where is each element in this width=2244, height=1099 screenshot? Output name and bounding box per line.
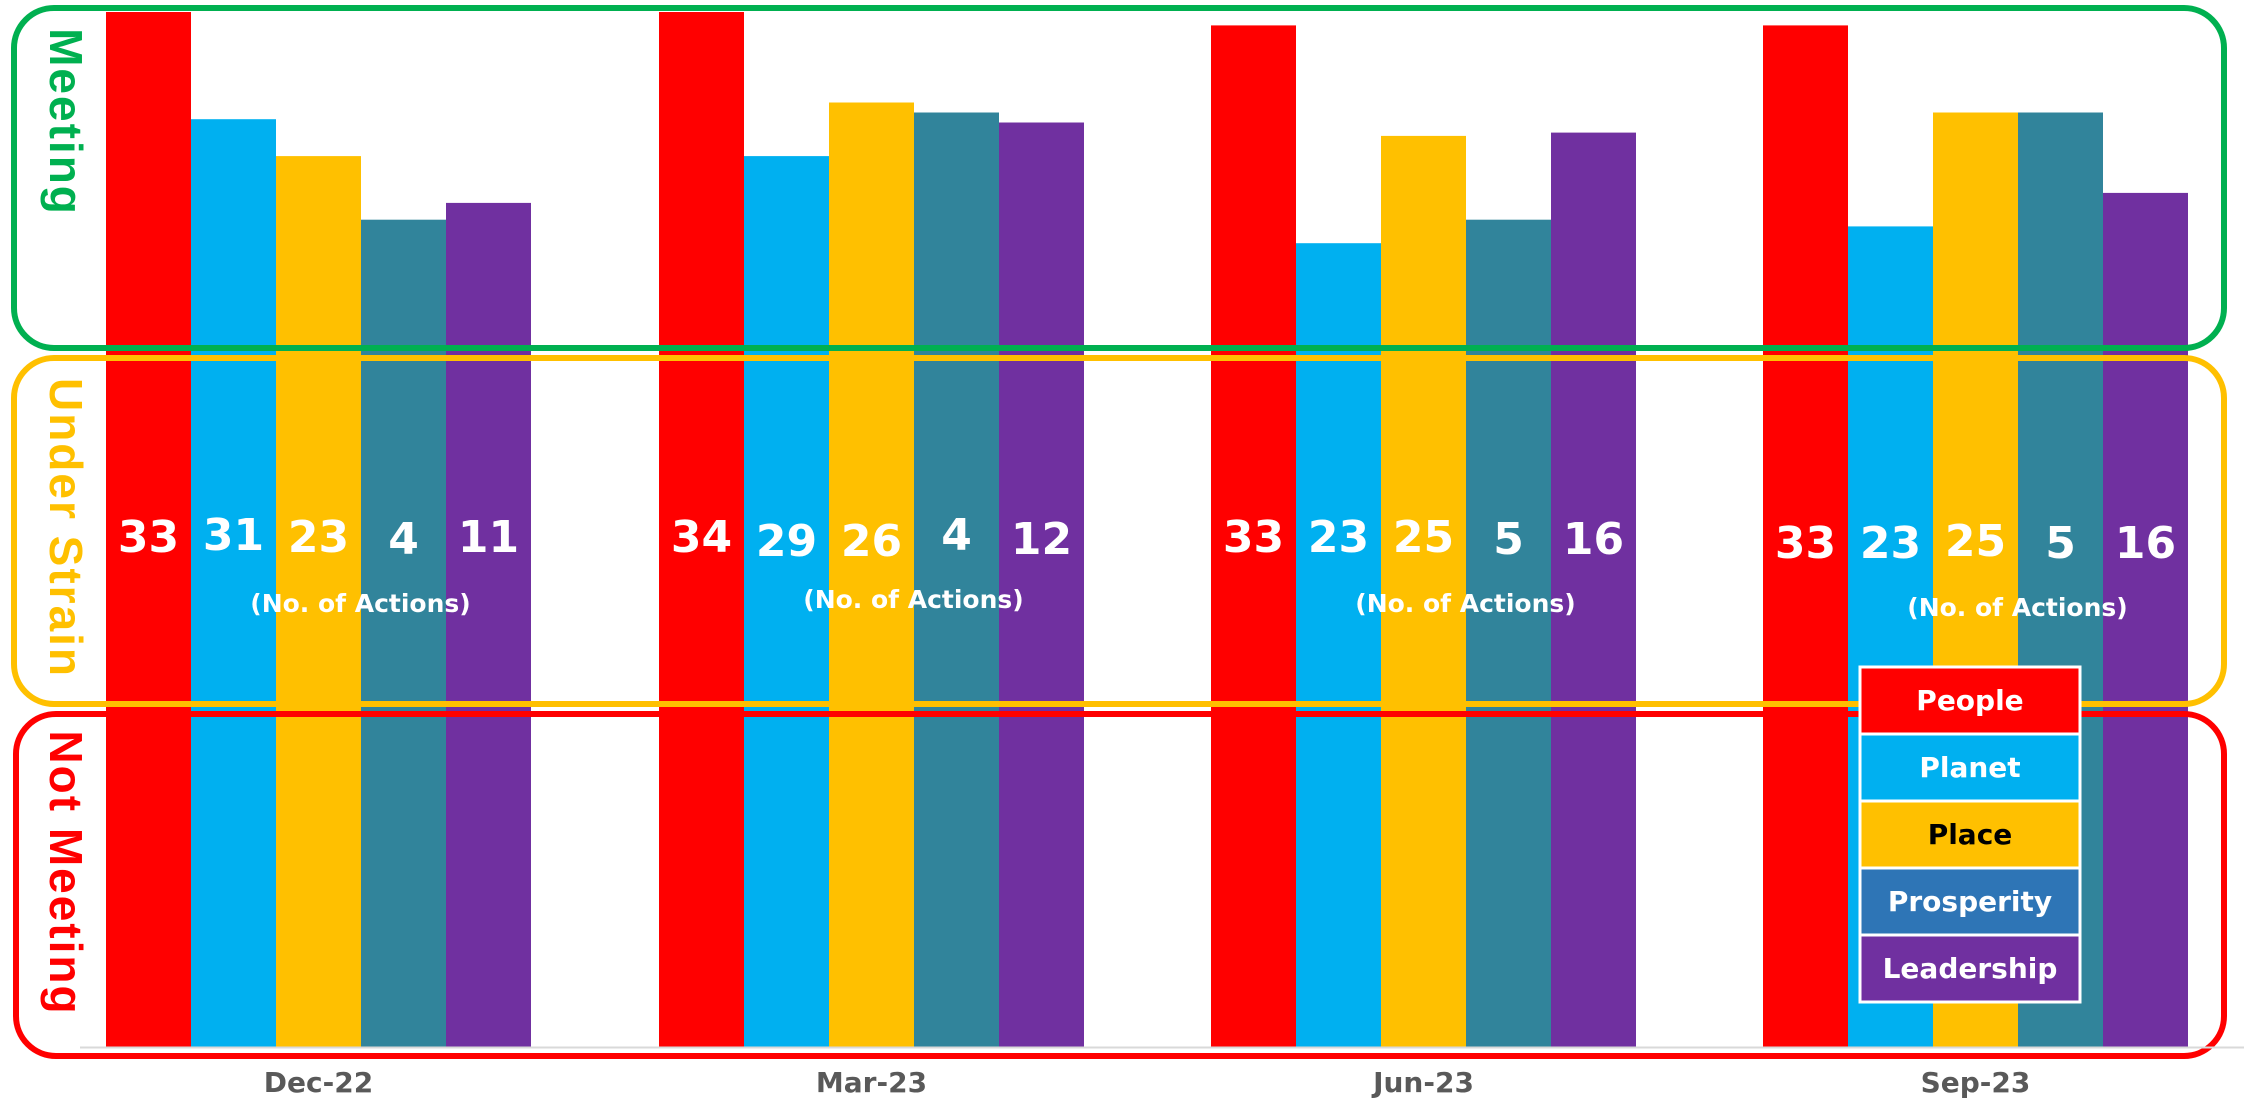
value-labels-layer: 33 31 23 4 11 (No. of Actions) 34 29 26 4 12 (No. o… bbox=[118, 510, 2176, 622]
legend-label-place: Place bbox=[1928, 818, 2013, 851]
legend-label-planet: Planet bbox=[1919, 751, 2020, 784]
band-label-not-meeting: Not Meeting bbox=[40, 730, 92, 1015]
value-label-jun-23-prosperity: 5 bbox=[1493, 514, 1524, 565]
x-tick-label-jun-23: Jun-23 bbox=[1371, 1066, 1474, 1099]
bar-dec-22-prosperity bbox=[361, 219, 446, 1047]
bar-dec-22-people bbox=[106, 12, 191, 1047]
value-label-jun-23-planet: 23 bbox=[1308, 512, 1369, 563]
bar-mar-23-planet bbox=[744, 156, 829, 1048]
legend-swatch-people bbox=[1858, 665, 2082, 736]
value-label-dec-22-people: 33 bbox=[118, 512, 179, 563]
x-tick-label-dec-22: Dec-22 bbox=[264, 1066, 373, 1099]
value-label-sep-23-planet: 23 bbox=[1860, 518, 1921, 569]
bar-jun-23-place bbox=[1381, 135, 1466, 1047]
unit-label-sep-23: (No. of Actions) bbox=[1907, 593, 2127, 622]
bar-dec-22-place bbox=[276, 156, 361, 1048]
bar-mar-23-prosperity bbox=[914, 112, 999, 1047]
bar-mar-23-people bbox=[659, 12, 744, 1047]
value-label-sep-23-people: 33 bbox=[1775, 518, 1836, 569]
unit-label-mar-23: (No. of Actions) bbox=[803, 585, 1023, 614]
value-label-mar-23-prosperity: 4 bbox=[941, 510, 972, 561]
bar-sep-23-people bbox=[1763, 25, 1848, 1047]
unit-label-dec-22: (No. of Actions) bbox=[250, 589, 470, 618]
value-label-dec-22-planet: 31 bbox=[203, 510, 264, 561]
value-label-jun-23-leadership: 16 bbox=[1563, 514, 1624, 565]
legend-label-leadership: Leadership bbox=[1883, 952, 2058, 985]
bar-dec-22-planet bbox=[191, 119, 276, 1047]
legend-label-prosperity: Prosperity bbox=[1888, 885, 2052, 918]
x-tick-label-sep-23: Sep-23 bbox=[1921, 1066, 2031, 1099]
value-label-mar-23-place: 26 bbox=[841, 516, 902, 567]
value-label-dec-22-place: 23 bbox=[288, 512, 349, 563]
value-label-mar-23-people: 34 bbox=[671, 512, 732, 563]
bar-mar-23-place bbox=[829, 102, 914, 1047]
value-label-jun-23-people: 33 bbox=[1223, 512, 1284, 563]
value-label-mar-23-planet: 29 bbox=[756, 516, 817, 567]
legend: People Planet Place Prosperity Leadership bbox=[1858, 665, 2082, 1004]
band-label-under-strain: Under Strain bbox=[40, 378, 92, 678]
status-bands-layer: Meeting Under Strain Not Meeting bbox=[11, 5, 2227, 1059]
band-label-meeting: Meeting bbox=[40, 28, 92, 216]
value-label-sep-23-prosperity: 5 bbox=[2045, 518, 2076, 569]
x-tick-label-mar-23: Mar-23 bbox=[816, 1066, 927, 1099]
bar-jun-23-leadership bbox=[1551, 132, 1636, 1048]
legend-swatch-planet bbox=[1858, 732, 2082, 803]
value-label-sep-23-place: 25 bbox=[1945, 516, 2006, 567]
x-axis: Dec-22 Mar-23 Jun-23 Sep-23 bbox=[80, 1046, 2244, 1099]
bar-mar-23-leadership bbox=[999, 122, 1084, 1047]
value-label-jun-23-place: 25 bbox=[1393, 512, 1454, 563]
legend-label-people: People bbox=[1916, 684, 2023, 717]
bar-jun-23-prosperity bbox=[1466, 219, 1551, 1047]
bar-jun-23-people bbox=[1211, 25, 1296, 1047]
unit-label-jun-23: (No. of Actions) bbox=[1355, 589, 1575, 618]
band-meeting bbox=[11, 5, 2227, 351]
value-label-sep-23-leadership: 16 bbox=[2115, 518, 2176, 569]
legend-swatch-leadership bbox=[1858, 933, 2082, 1004]
value-label-dec-22-leadership: 11 bbox=[458, 512, 519, 563]
legend-swatch-prosperity bbox=[1858, 866, 2082, 937]
bar-sep-23-leadership bbox=[2103, 192, 2188, 1047]
bar-jun-23-planet bbox=[1296, 243, 1381, 1048]
value-label-mar-23-leadership: 12 bbox=[1011, 514, 1072, 565]
value-label-dec-22-prosperity: 4 bbox=[388, 514, 419, 565]
bar-dec-22-leadership bbox=[446, 202, 531, 1047]
band-under-strain bbox=[11, 355, 2227, 707]
band-not-meeting bbox=[13, 711, 2227, 1059]
